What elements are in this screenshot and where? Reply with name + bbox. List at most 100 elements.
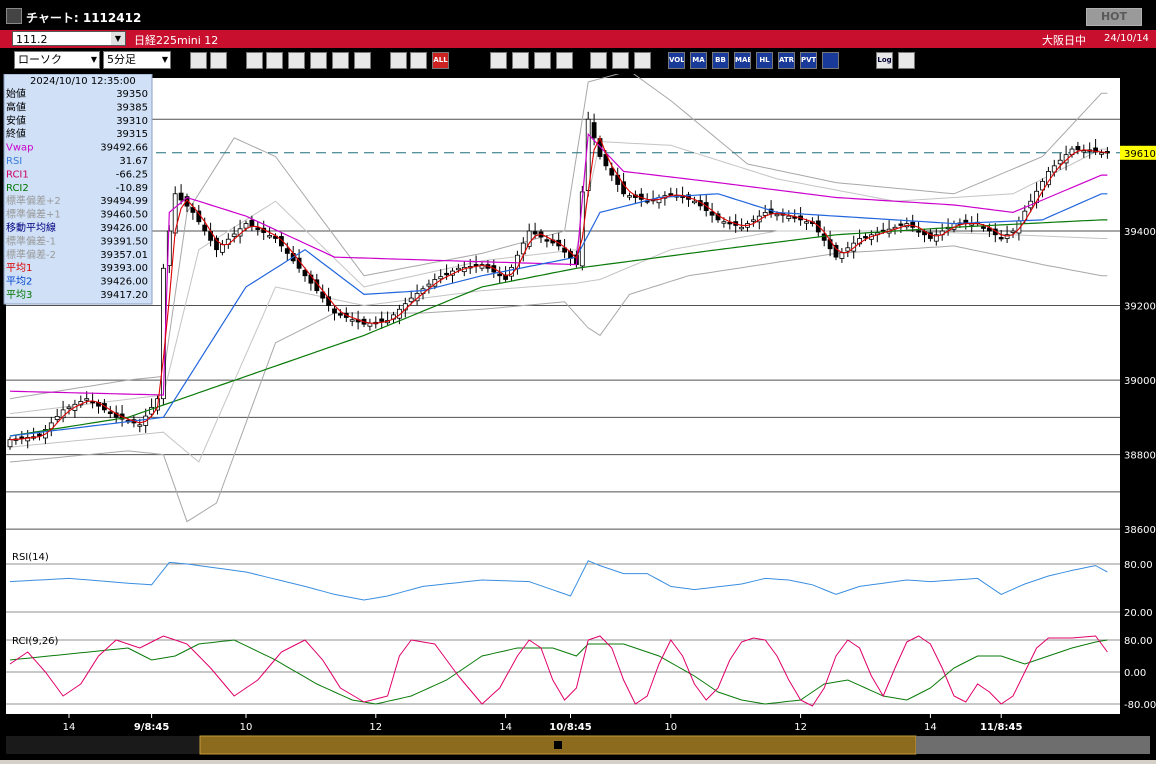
candle-body — [267, 235, 273, 238]
toolbar-buysell-button[interactable] — [534, 52, 551, 69]
scrollbar-left-track[interactable] — [6, 736, 200, 754]
toolbar-bb-button[interactable]: BB — [712, 52, 729, 69]
candle-body — [857, 238, 862, 245]
symbol-code-input[interactable]: 111.2 ▼ — [12, 31, 126, 46]
info-row-value: 39426.00 — [100, 277, 148, 288]
info-row-value: 39391.50 — [100, 236, 148, 247]
candle-body — [278, 236, 284, 247]
symbol-bar: 111.2 ▼ 日経225mini 12 大阪日中 24/10/14 — [0, 30, 1156, 48]
toolbar-log-button[interactable]: Log — [876, 52, 893, 69]
candle-body — [367, 322, 373, 327]
chevron-down-icon: ▼ — [90, 55, 97, 64]
hot-button[interactable]: HOT — [1086, 8, 1142, 26]
candle-body — [37, 433, 42, 437]
info-row-label: 標準偏差+2 — [6, 194, 61, 207]
info-row-label: 始値 — [6, 87, 26, 100]
candle-body — [751, 219, 756, 222]
candle-body — [178, 192, 184, 201]
info-row-value: 39492.66 — [100, 143, 148, 154]
toolbar-swap-button[interactable] — [410, 52, 427, 69]
candle-body — [692, 200, 697, 204]
scrollbar-grip-icon — [554, 741, 562, 749]
x-tick-label: 14 — [924, 722, 937, 733]
last-price-label: 39610 — [1124, 149, 1156, 160]
toolbar-copy-button[interactable] — [332, 52, 349, 69]
candle-body — [408, 297, 414, 303]
candle-body — [562, 247, 567, 253]
rci-label: RCI(9,26) — [12, 636, 59, 647]
candle-body — [284, 248, 290, 254]
y-tick-label: 39400 — [1124, 227, 1156, 238]
interval-select[interactable]: 5分足 ▼ — [103, 51, 171, 69]
vwap-line — [9, 132, 1108, 396]
toolbar-delete-button[interactable] — [354, 52, 371, 69]
candle-body — [66, 406, 72, 409]
toolbar-all-button[interactable]: ALL — [432, 52, 449, 69]
chart-svg[interactable]: RSI(14) RCI(9,26) 39400 39200 39000 38800 38… — [0, 70, 1156, 760]
info-row-label: 安値 — [6, 114, 26, 127]
info-row-label: 標準偏差+1 — [6, 208, 61, 221]
toolbar-hl-button[interactable]: HL — [756, 52, 773, 69]
toolbar-info-button[interactable] — [556, 52, 573, 69]
candle-body — [479, 264, 485, 269]
candle-body — [84, 398, 90, 401]
info-row-label: 終値 — [6, 127, 26, 140]
info-row-label: 標準偏差-2 — [6, 248, 56, 261]
market-name: 大阪日中 — [1042, 34, 1086, 47]
toolbar-atr-button[interactable]: ATR — [778, 52, 795, 69]
market-date: 24/10/14 — [1104, 33, 1149, 44]
toolbar-zoom-button[interactable] — [190, 52, 207, 69]
info-row-value: 39417.20 — [100, 290, 148, 301]
x-tick-label: 9/8:45 — [134, 722, 170, 733]
candle-body — [337, 313, 343, 316]
toolbar-draw-button[interactable] — [246, 52, 263, 69]
chart-area: RSI(14) RCI(9,26) 39400 39200 39000 38800 38… — [0, 70, 1156, 760]
candle-body — [721, 221, 727, 224]
candle-body — [497, 273, 503, 277]
chart-type-select[interactable]: ローソク ▼ — [14, 51, 100, 69]
candle-body — [910, 221, 916, 228]
candle-body — [1040, 180, 1045, 191]
toolbar-pvt-button[interactable]: PVT — [800, 52, 817, 69]
toolbar-box-button[interactable] — [822, 52, 839, 69]
candle-body — [60, 409, 66, 419]
toolbar-zoom-in-button[interactable] — [310, 52, 327, 69]
main-panel[interactable] — [6, 78, 1120, 548]
toolbar-wrench-button[interactable] — [612, 52, 629, 69]
toolbar-ma-button[interactable]: MA — [690, 52, 707, 69]
bb-lower-2-line — [9, 245, 1108, 523]
chevron-down-icon[interactable]: ▼ — [111, 32, 125, 45]
candle-body — [243, 223, 249, 229]
rsi-panel[interactable] — [6, 546, 1120, 630]
x-tick-label: 11/8:45 — [980, 722, 1022, 733]
toolbar-exit-button[interactable] — [898, 52, 915, 69]
symbol-code-value: 111.2 — [16, 33, 48, 46]
scrollbar-right-track[interactable] — [916, 736, 1150, 754]
candle-body — [426, 283, 432, 287]
candle-body — [916, 230, 921, 233]
info-row-label: 移動平均線 — [6, 221, 56, 234]
candle-body — [922, 231, 927, 236]
info-row-label: RSI — [6, 156, 22, 167]
candle-body — [54, 415, 60, 420]
toolbar-split-button[interactable] — [390, 52, 407, 69]
toolbar-hist-button[interactable] — [512, 52, 529, 69]
candle-body — [981, 226, 986, 229]
candle-body — [739, 226, 744, 230]
candle-body — [1099, 152, 1104, 155]
x-tick-label: 14 — [63, 722, 76, 733]
toolbar-search-button[interactable] — [490, 52, 507, 69]
toolbar-mae-button[interactable]: MAE — [734, 52, 751, 69]
candle-body — [774, 213, 780, 217]
rsi-tick-label: 80.00 — [1124, 560, 1153, 571]
info-row-value: -10.89 — [116, 183, 148, 194]
toolbar-cursor-button[interactable] — [266, 52, 283, 69]
toolbar-vol-button[interactable]: VOL — [668, 52, 685, 69]
x-tick-label: 10/8:45 — [549, 722, 591, 733]
chart-type-value: ローソク — [18, 53, 62, 66]
toolbar-crosshair-button[interactable] — [210, 52, 227, 69]
toolbar-move-button[interactable] — [288, 52, 305, 69]
toolbar-tools-button[interactable] — [590, 52, 607, 69]
rci-tick-label: 0.00 — [1124, 668, 1146, 679]
toolbar-color-button[interactable] — [634, 52, 651, 69]
